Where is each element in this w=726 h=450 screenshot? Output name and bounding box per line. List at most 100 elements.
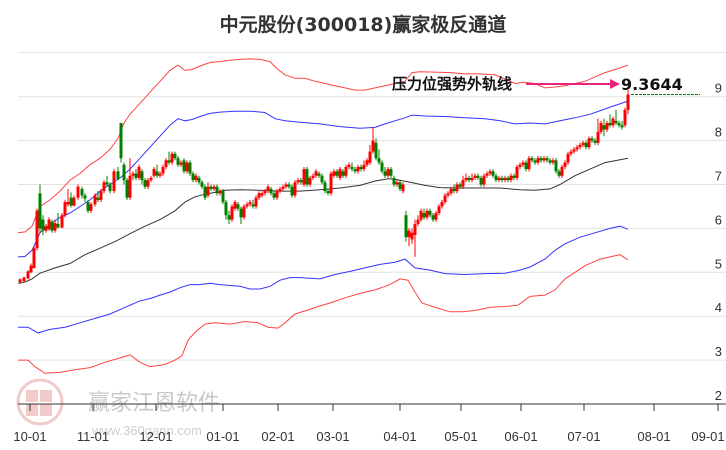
candle: [557, 169, 561, 178]
candle: [185, 160, 189, 174]
candle: [584, 140, 588, 150]
candle: [587, 136, 591, 150]
candle: [209, 184, 213, 192]
x-tick-label: 05-01: [444, 429, 477, 444]
candle: [602, 118, 606, 137]
candle: [356, 164, 360, 174]
candle: [347, 162, 351, 170]
candle: [161, 164, 165, 176]
candle: [155, 164, 159, 178]
watermark-logo-icon: [16, 378, 64, 426]
candle: [212, 184, 216, 192]
candle: [593, 138, 597, 145]
candle: [476, 173, 480, 181]
chart-title: 中元股份(300018)赢家极反通道: [219, 14, 507, 36]
candle: [32, 245, 36, 269]
candle: [482, 173, 486, 187]
candle: [533, 158, 537, 165]
x-tick-label: 10-01: [13, 429, 46, 444]
candle: [335, 169, 339, 178]
candle: [105, 175, 109, 187]
candle: [53, 219, 57, 233]
candle: [44, 224, 48, 233]
band-inner-upper: [17, 100, 629, 258]
candle: [188, 160, 192, 176]
candle: [164, 158, 168, 170]
candle: [416, 215, 420, 227]
x-tick-label: 09-01: [691, 429, 724, 444]
candle: [314, 169, 318, 178]
candle: [344, 164, 348, 178]
candle: [128, 158, 132, 200]
candle: [479, 175, 483, 187]
y-tick-label: 2: [715, 388, 722, 403]
candle: [605, 120, 609, 132]
candle: [398, 180, 402, 192]
candle: [56, 213, 60, 229]
candle: [125, 177, 129, 200]
annotation-value: 9.3644: [621, 75, 683, 94]
candle: [497, 175, 501, 183]
candle: [140, 169, 144, 185]
candle: [143, 177, 147, 189]
y-tick-label: 6: [715, 212, 722, 227]
candle: [440, 199, 444, 209]
candle: [365, 158, 369, 167]
candle: [251, 199, 255, 209]
candle: [221, 188, 225, 205]
candle: [197, 175, 201, 185]
y-tick-label: 9: [715, 81, 722, 96]
candle: [425, 208, 429, 220]
candle: [122, 162, 126, 185]
candle: [503, 175, 507, 183]
candle: [89, 202, 93, 214]
candle: [72, 195, 76, 207]
candle: [542, 155, 546, 163]
candle: [599, 120, 603, 135]
y-tick-label: 8: [715, 125, 722, 140]
candle: [620, 120, 624, 130]
candle: [410, 228, 414, 244]
candle: [380, 160, 384, 174]
candle: [464, 173, 468, 183]
x-axis: 10-01 11-01 12-01 01-01 02-01 03-01 04-01 05-01…: [13, 403, 726, 444]
candle: [173, 151, 177, 161]
candle: [281, 184, 285, 192]
candle: [290, 184, 294, 198]
arrow-right-icon: [610, 79, 620, 89]
band-outer-lower: [18, 254, 629, 374]
candle: [362, 160, 366, 172]
y-tick-label: 4: [715, 300, 722, 315]
candle: [179, 160, 183, 167]
watermark: 赢家江恩软件 www.360gann.com: [16, 378, 220, 438]
candle: [233, 199, 237, 211]
candle: [191, 171, 195, 183]
candle: [422, 208, 426, 220]
candle: [563, 160, 567, 170]
candle: [86, 199, 90, 214]
candle: [332, 169, 336, 178]
candle: [206, 182, 210, 198]
candle: [554, 158, 558, 174]
candle: [323, 180, 327, 194]
candle: [524, 160, 528, 172]
candle: [22, 276, 26, 282]
candle: [611, 116, 615, 128]
candle: [248, 199, 252, 207]
candle: [38, 184, 42, 233]
candle: [299, 177, 303, 185]
candle: [93, 193, 97, 207]
gridlines: [18, 96, 726, 361]
candle: [96, 191, 100, 203]
candle: [419, 208, 423, 222]
candle: [518, 162, 522, 170]
candle: [374, 138, 378, 161]
candle: [452, 184, 456, 194]
candle: [509, 173, 513, 183]
candle: [395, 180, 399, 187]
candle: [194, 173, 198, 183]
candle: [506, 175, 510, 183]
candle: [560, 164, 564, 178]
candle: [551, 158, 555, 165]
